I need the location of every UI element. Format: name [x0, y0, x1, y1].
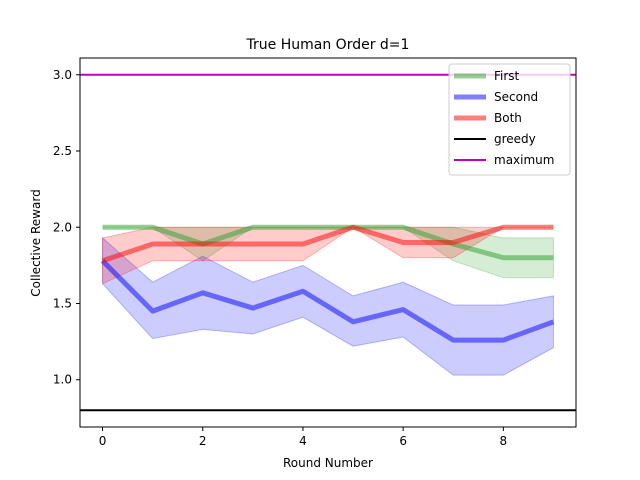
legend-label-both: Both	[494, 111, 522, 125]
legend-label-greedy: greedy	[494, 132, 536, 146]
legend-label-second: Second	[494, 90, 538, 104]
x-axis-label: Round Number	[283, 456, 373, 470]
legend: First Second Both greedy maximum	[448, 63, 571, 176]
legend-label-first: First	[494, 69, 520, 83]
y-tick-label: 1.0	[53, 373, 72, 387]
legend-box	[448, 63, 571, 176]
x-tick-label: 0	[99, 434, 107, 448]
x-tick-label: 6	[399, 434, 407, 448]
line-second	[100, 259, 555, 343]
y-tick-label: 1.5	[53, 296, 72, 310]
chart-title: True Human Order d=1	[246, 37, 410, 53]
line-both	[101, 224, 554, 264]
x-tick-label: 8	[500, 434, 508, 448]
line-first	[102, 224, 554, 261]
y-tick-label: 2.5	[53, 144, 72, 158]
y-tick-label: 3.0	[53, 68, 72, 82]
x-tick-label: 2	[199, 434, 207, 448]
y-tick-label: 2.0	[53, 220, 72, 234]
x-tick-label: 4	[299, 434, 307, 448]
y-axis-label: Collective Reward	[29, 189, 43, 296]
legend-label-maximum: maximum	[494, 153, 554, 167]
plot-frame	[79, 57, 577, 428]
